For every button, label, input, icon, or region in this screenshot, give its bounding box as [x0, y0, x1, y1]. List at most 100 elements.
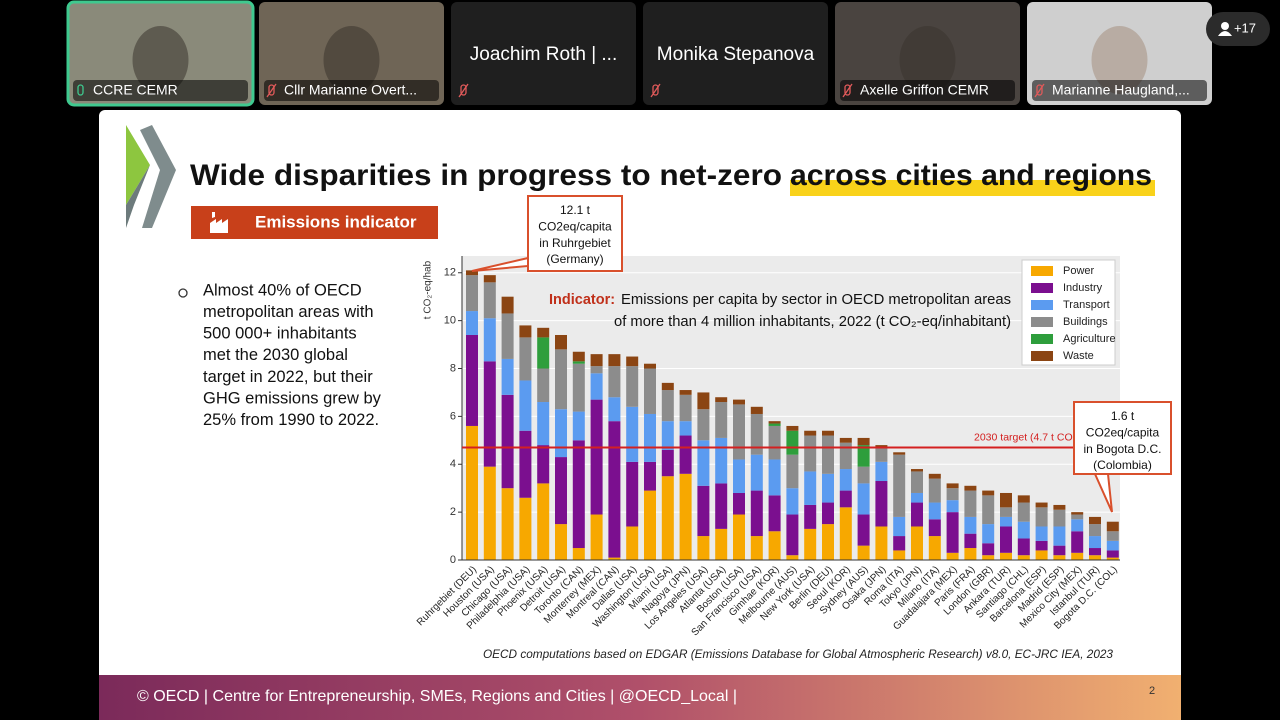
bar-segment: [822, 473, 834, 503]
slide-title: across cities and regions: [790, 159, 1152, 192]
bar-segment: [1106, 540, 1119, 551]
bar-segment: [644, 490, 656, 560]
callout-line: (Colombia): [1093, 458, 1152, 472]
mic-muted: [650, 83, 661, 98]
mic-icon: [268, 84, 275, 96]
bar-segment: [555, 334, 567, 350]
bar-segment: [982, 495, 995, 525]
bar-segment: [519, 337, 532, 381]
bullet-text: Almost 40% of OECD metropolitan areas wit…: [203, 281, 382, 429]
bar-segment: [697, 392, 710, 410]
bar-segment: [786, 488, 799, 515]
bar-segment: [1089, 536, 1101, 549]
footer-bar: [99, 675, 1181, 720]
name-tag: [73, 80, 248, 101]
callout-line: in Ruhrgebiet: [539, 236, 611, 250]
bar-segment: [1053, 504, 1066, 510]
bar-segment: [661, 390, 674, 422]
bar-segment: [572, 351, 585, 362]
bar-segment: [1071, 514, 1084, 520]
bar-segment: [501, 313, 514, 359]
bar-segment: [537, 445, 550, 484]
bar-segment: [982, 524, 995, 544]
bar-segment: [768, 421, 781, 424]
name-tag: [1032, 80, 1207, 101]
participants-button[interactable]: [1206, 12, 1270, 46]
footer-text: © OECD | Centre for Entrepreneurship, SM…: [137, 688, 737, 705]
participant-name: Cllr Marianne Overt...: [284, 82, 417, 98]
bar-segment: [911, 469, 923, 472]
bar-segment: [555, 349, 567, 410]
bar-segment: [715, 483, 728, 529]
bar-segment: [644, 413, 656, 462]
callout-line: in Bogota D.C.: [1083, 442, 1161, 456]
bar-segment: [679, 435, 692, 474]
callout-box: [1073, 401, 1172, 475]
bar-segment: [679, 421, 692, 436]
factory-icon: [210, 212, 228, 233]
participant-name: Axelle Griffon CEMR: [860, 82, 989, 98]
bar-segment: [1035, 502, 1048, 508]
callout-line: 12.1 t: [560, 203, 591, 217]
bar-segment: [679, 473, 692, 560]
video-tile[interactable]: [451, 2, 636, 105]
mic-icon: [844, 84, 851, 96]
bar-segment: [1106, 550, 1119, 558]
target-label: 2030 target (4.7 t CO2e: [974, 431, 1084, 443]
bar-segment: [483, 318, 496, 362]
bar-segment: [679, 394, 692, 422]
bullet-line: metropolitan areas with: [203, 303, 374, 321]
y-tick-label: 6: [450, 410, 456, 422]
bar-segment: [911, 526, 923, 560]
source-note: OECD computations based on EDGAR (Emissi…: [483, 649, 1114, 661]
bar-segment: [964, 548, 977, 560]
callout-line: CO2eq/capita: [1086, 425, 1160, 439]
y-tick-label: 4: [450, 458, 456, 470]
bar-segment: [572, 411, 585, 441]
callout-line: (Germany): [546, 252, 603, 266]
bar-segment: [822, 502, 834, 525]
bar-segment: [1053, 526, 1066, 546]
legend-swatch: [1031, 283, 1053, 293]
legend-label: Waste: [1063, 350, 1094, 362]
logo: [140, 125, 176, 228]
bullet: [178, 288, 188, 298]
bullet-line: 500 000+ inhabitants: [203, 325, 357, 343]
bar-segment: [786, 425, 799, 431]
bar-segment: [857, 445, 870, 467]
bar-segment: [697, 440, 710, 486]
indicator-label: Indicator:: [549, 292, 615, 308]
bar-segment: [1106, 557, 1119, 560]
mic-icon: [460, 84, 467, 96]
bar-segment: [946, 500, 959, 513]
bar-segment: [572, 548, 585, 560]
video-figure: [132, 26, 189, 94]
bar-segment: [608, 397, 621, 422]
bar-segment: [483, 361, 496, 467]
bar-segment: [501, 358, 514, 395]
bar-segment: [946, 552, 959, 560]
video-tile[interactable]: [643, 2, 828, 105]
name-tag: [264, 80, 439, 101]
bar-segment: [857, 483, 870, 515]
bar-segment: [1089, 555, 1101, 560]
bar-segment: [590, 399, 603, 515]
y-tick-label: 2: [450, 506, 456, 518]
bar-segment: [626, 366, 639, 407]
bar-segment: [661, 476, 674, 560]
bar-segment: [1089, 524, 1101, 537]
legend-label: Power: [1063, 265, 1095, 277]
bar-segment: [857, 437, 870, 446]
bar-segment: [590, 514, 603, 560]
badge: [191, 206, 438, 239]
bar-segment: [466, 275, 478, 312]
bar-segment: [982, 490, 995, 496]
legend-box: [1021, 259, 1116, 366]
bar-segment: [466, 425, 478, 560]
person-icon: [1218, 31, 1232, 36]
logo: [126, 125, 150, 205]
bar-segment: [839, 507, 852, 560]
slide-title: Wide disparities in progress to net-zero: [190, 159, 782, 192]
legend-swatch: [1031, 334, 1053, 344]
y-axis-label: t CO₂-eq/hab: [423, 260, 434, 319]
